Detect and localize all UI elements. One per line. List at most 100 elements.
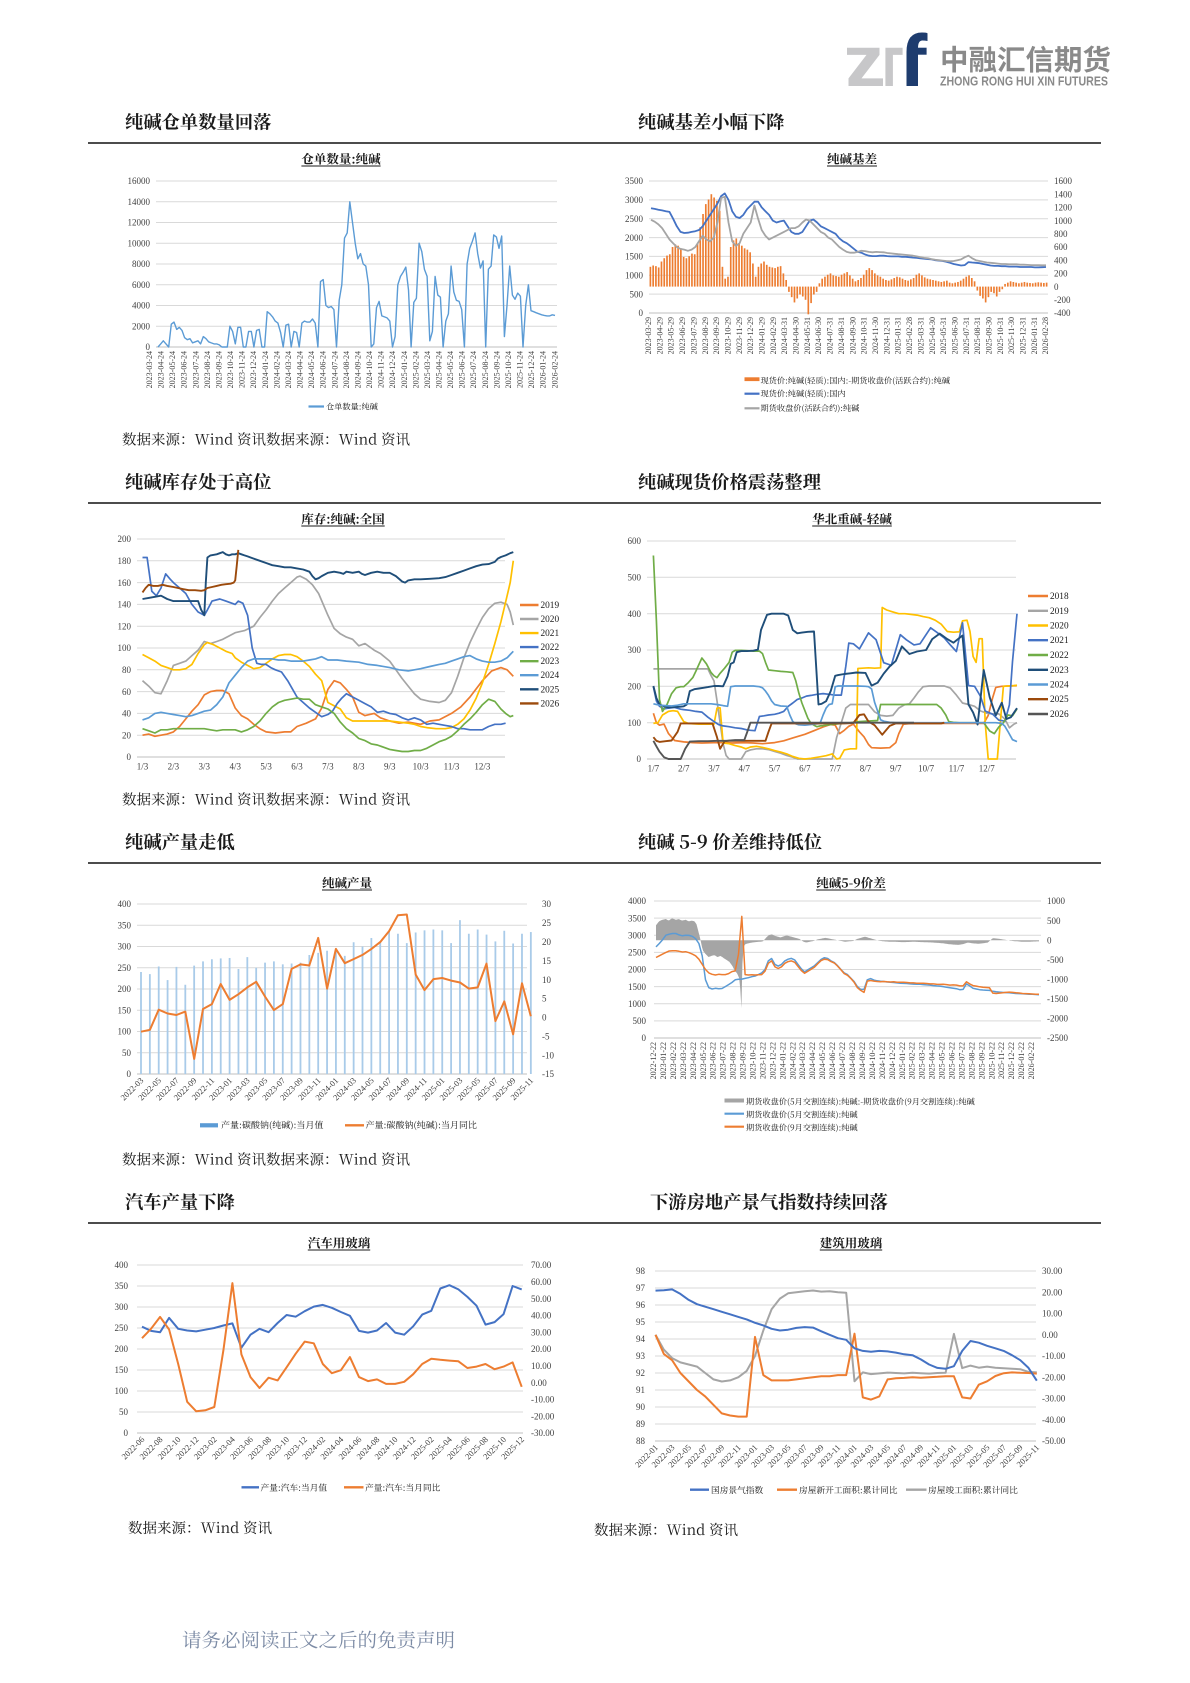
svg-text:4/3: 4/3 [229,762,241,772]
svg-text:0: 0 [542,1013,547,1023]
svg-text:-10.00: -10.00 [531,1395,555,1405]
svg-text:300: 300 [115,1302,129,1312]
svg-text:2024-04-24: 2024-04-24 [296,351,305,388]
svg-text:8000: 8000 [132,259,151,269]
svg-text:0: 0 [146,342,151,352]
svg-text:11/3: 11/3 [444,762,460,772]
svg-text:14000: 14000 [128,197,151,207]
svg-text:2/3: 2/3 [168,762,180,772]
svg-text:10000: 10000 [128,238,151,248]
svg-text:2024-09-22: 2024-09-22 [858,1042,867,1079]
svg-text:300: 300 [628,645,642,655]
svg-text:20: 20 [542,937,552,947]
svg-text:50: 50 [122,1048,132,1058]
svg-text:2023-04-24: 2023-04-24 [157,351,166,388]
svg-text:50: 50 [119,1407,129,1417]
svg-text:-10.00: -10.00 [1042,1351,1066,1361]
svg-text:2022: 2022 [1050,651,1069,661]
svg-text:2025-10-24: 2025-10-24 [504,351,513,388]
svg-text:350: 350 [115,1281,129,1291]
svg-text:2024-05-31: 2024-05-31 [803,317,812,354]
svg-text:2024-05-22: 2024-05-22 [818,1042,827,1079]
svg-text:7/3: 7/3 [322,762,334,772]
svg-text:350: 350 [118,921,132,931]
svg-text:30.00: 30.00 [531,1327,552,1337]
svg-text:30.00: 30.00 [1042,1266,1063,1276]
svg-text:2025: 2025 [1050,695,1069,705]
svg-text:0: 0 [1047,935,1052,945]
svg-text:3/7: 3/7 [708,764,720,774]
svg-text:1500: 1500 [628,982,647,992]
svg-text:2500: 2500 [628,948,647,958]
svg-text:2025-04-24: 2025-04-24 [435,351,444,388]
svg-text:10/7: 10/7 [918,764,935,774]
svg-text:1000: 1000 [628,999,647,1009]
svg-text:97: 97 [636,1283,646,1293]
svg-text:60: 60 [122,687,132,697]
svg-text:400: 400 [118,899,132,909]
svg-text:2024-07-24: 2024-07-24 [330,351,339,388]
svg-text:2023-11-24: 2023-11-24 [238,351,247,388]
svg-text:2024-02-24: 2024-02-24 [272,351,281,388]
svg-text:140: 140 [118,600,132,610]
svg-text:2025-07-22: 2025-07-22 [958,1042,967,1079]
svg-text:2023-03-24: 2023-03-24 [145,351,154,388]
svg-text:2026-02-22: 2026-02-22 [1027,1042,1036,1079]
svg-text:200: 200 [118,534,132,544]
svg-text:2023: 2023 [541,657,560,667]
svg-text:2025-05-31: 2025-05-31 [939,317,948,354]
svg-text:2026-01-31: 2026-01-31 [1030,317,1039,354]
svg-text:250: 250 [118,963,132,973]
svg-text:-2500: -2500 [1047,1033,1068,1043]
svg-text:2025-10-31: 2025-10-31 [996,317,1005,354]
svg-text:0: 0 [639,308,644,318]
svg-text:600: 600 [628,536,642,546]
svg-text:2023-08-29: 2023-08-29 [701,317,710,354]
svg-text:2024-08-31: 2024-08-31 [837,317,846,354]
svg-text:0: 0 [127,1069,132,1079]
svg-text:5: 5 [542,994,547,1004]
svg-text:2024-04-30: 2024-04-30 [792,317,801,354]
svg-text:16000: 16000 [128,176,151,186]
svg-text:4000: 4000 [132,301,151,311]
svg-text:2024-07-31: 2024-07-31 [826,317,835,354]
svg-text:2019: 2019 [541,601,560,611]
svg-text:2025-03-31: 2025-03-31 [916,317,925,354]
svg-text:-5: -5 [542,1031,550,1041]
svg-text:2024-08-22: 2024-08-22 [848,1042,857,1079]
svg-text:600: 600 [1054,242,1068,252]
svg-text:11/7: 11/7 [949,764,965,774]
svg-text:2024-11-30: 2024-11-30 [871,317,880,354]
svg-text:6/3: 6/3 [291,762,303,772]
svg-text:800: 800 [1054,229,1068,239]
svg-text:88: 88 [636,1436,646,1446]
svg-text:200: 200 [118,984,132,994]
svg-text:1/7: 1/7 [648,764,660,774]
svg-text:150: 150 [118,1006,132,1016]
svg-text:2024-01-22: 2024-01-22 [778,1042,787,1079]
svg-text:25: 25 [542,918,552,928]
svg-text:60.00: 60.00 [531,1277,552,1287]
svg-text:1000: 1000 [625,271,644,281]
svg-text:2023-11-29: 2023-11-29 [735,317,744,354]
svg-text:500: 500 [1047,916,1061,926]
svg-text:2025-02-24: 2025-02-24 [411,351,420,388]
svg-text:2026-01-24: 2026-01-24 [539,351,548,388]
svg-text:3000: 3000 [625,195,644,205]
svg-text:2024-10-31: 2024-10-31 [860,317,869,354]
svg-text:10/3: 10/3 [413,762,430,772]
svg-text:20.00: 20.00 [531,1344,552,1354]
svg-text:2025-05-24: 2025-05-24 [446,351,455,388]
svg-text:2025-11-22: 2025-11-22 [997,1042,1006,1079]
svg-text:2025-07-24: 2025-07-24 [469,351,478,388]
svg-text:2/7: 2/7 [678,764,690,774]
svg-text:2025-07-31: 2025-07-31 [962,317,971,354]
svg-text:2025-11-24: 2025-11-24 [516,351,525,388]
svg-text:2022-12-22: 2022-12-22 [649,1042,658,1079]
svg-text:4000: 4000 [628,896,647,906]
svg-text:2025-09-30: 2025-09-30 [985,317,994,354]
svg-text:2500: 2500 [625,214,644,224]
svg-text:2023-02-22: 2023-02-22 [669,1042,678,1079]
svg-text:2024-12-24: 2024-12-24 [388,351,397,388]
svg-text:-20.00: -20.00 [1042,1373,1066,1383]
